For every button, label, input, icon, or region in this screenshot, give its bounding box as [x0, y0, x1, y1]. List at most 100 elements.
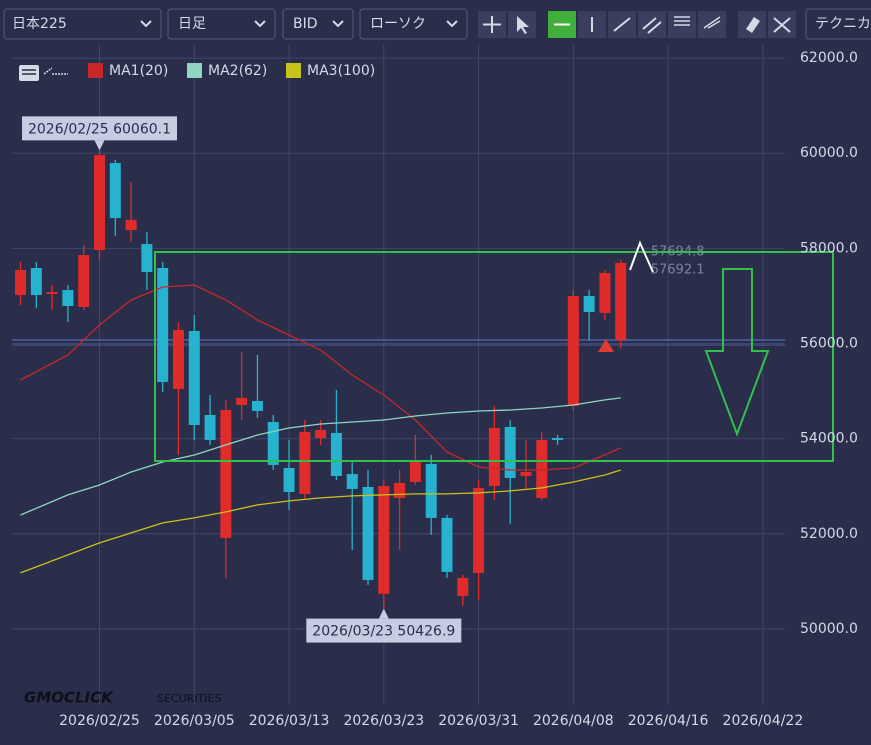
drawn-arrow — [704, 268, 770, 437]
select-text[interactable]: BID — [293, 16, 318, 32]
candle-body — [615, 262, 627, 340]
ma-line — [20, 397, 621, 516]
plot: 2026/02/25 60060.1 2026/03/23 50426.9 5769… — [15, 116, 705, 643]
candle-body — [299, 431, 311, 494]
fr-button[interactable] — [668, 11, 696, 38]
candle-body — [330, 432, 342, 476]
pointer-button[interactable] — [508, 11, 536, 38]
icon — [43, 67, 68, 75]
y-tick-label: 52000.0 — [800, 526, 858, 542]
legend: MA1(20) MA2(62) MA3(100) — [19, 63, 375, 81]
select-text[interactable]: ローソク — [370, 16, 426, 32]
legend-label: MA1(20) — [109, 63, 168, 79]
icon — [773, 17, 791, 33]
candle-body — [30, 267, 42, 296]
hline-button[interactable] — [548, 11, 576, 38]
select-box[interactable] — [167, 8, 276, 40]
candle-body — [552, 437, 564, 440]
icon — [703, 16, 721, 29]
legend-swatch — [286, 63, 301, 78]
signal-marker — [598, 339, 614, 352]
candle-body — [141, 244, 153, 272]
candle-body — [78, 255, 90, 307]
candle-body — [409, 461, 421, 482]
candle-body — [441, 517, 453, 572]
y-tick-label: 50000.0 — [800, 621, 858, 637]
icon — [517, 16, 529, 34]
candle-body — [599, 272, 611, 313]
chevron — [254, 20, 266, 28]
candle-body — [62, 290, 74, 306]
y-tick-label: 58000.0 — [800, 240, 858, 256]
candle-body — [315, 429, 327, 438]
candle-body — [15, 269, 27, 296]
technical-button[interactable]: テクニカ — [805, 8, 871, 40]
annotation-pointer — [378, 608, 389, 619]
watermark: GMOCLICK SECURITIES — [24, 689, 221, 707]
annotation-box — [306, 618, 462, 643]
select-box[interactable] — [3, 8, 162, 40]
x-tick-label: 2026/04/22 — [723, 713, 804, 729]
button[interactable] — [698, 11, 726, 38]
button[interactable] — [638, 11, 666, 38]
vline-button[interactable] — [578, 11, 606, 38]
candle-body — [536, 439, 548, 498]
select-text[interactable]: 日足 — [178, 16, 206, 32]
annotation-text: 2026/02/25 60060.1 — [28, 121, 171, 137]
chevron — [140, 20, 152, 28]
legend-menu-icon[interactable] — [19, 65, 39, 81]
candle-body — [473, 487, 485, 573]
x-tick-label: 2026/03/23 — [343, 713, 424, 729]
candle-body — [46, 292, 58, 295]
ma-line — [20, 284, 621, 471]
drawn-line — [629, 240, 654, 273]
candle-body — [157, 267, 169, 382]
select-box[interactable] — [282, 8, 354, 40]
candle-body — [346, 473, 358, 489]
candle-body — [251, 400, 263, 411]
legend-label: MA3(100) — [307, 63, 375, 79]
candle-body — [488, 427, 500, 486]
candle-body — [204, 414, 216, 440]
erase-all-button[interactable] — [768, 11, 796, 38]
x-tick-label: 2026/03/31 — [438, 713, 519, 729]
price-type-select[interactable]: BID — [282, 8, 354, 40]
annotation-box — [22, 116, 178, 141]
candle-body — [172, 329, 184, 389]
candle-body — [283, 467, 295, 492]
legend-label: MA2(62) — [208, 63, 267, 79]
candle-body — [457, 577, 469, 596]
select-box[interactable] — [359, 8, 468, 40]
candle-body — [425, 463, 437, 518]
x-tick-label: 2026/03/05 — [154, 713, 235, 729]
select-box[interactable] — [805, 8, 871, 40]
select-text[interactable]: 日本225 — [12, 16, 67, 32]
candle-body — [236, 397, 248, 405]
candle-body — [504, 426, 516, 478]
channel-button[interactable] — [638, 11, 666, 38]
style-select[interactable]: ローソク — [359, 8, 468, 40]
period-select[interactable]: 日足 — [167, 8, 276, 40]
symbol-select[interactable]: 日本225 — [3, 8, 162, 40]
y-tick-label: 54000.0 — [800, 431, 858, 447]
candle-body — [267, 421, 279, 465]
annotation-text: 2026/03/23 50426.9 — [312, 624, 455, 640]
candle-body — [520, 471, 532, 476]
candle-body — [378, 485, 390, 594]
ff-button[interactable] — [698, 11, 726, 38]
annotation-pointer — [94, 140, 105, 151]
eraser-button[interactable] — [738, 11, 766, 38]
icon — [746, 17, 760, 33]
trendline-button[interactable] — [608, 11, 636, 38]
crosshair-button[interactable] — [478, 11, 506, 38]
icon — [642, 17, 662, 34]
select-text[interactable]: テクニカ — [815, 16, 871, 32]
ma-line — [20, 469, 621, 574]
y-tick-label: 62000.0 — [800, 50, 858, 66]
chevron — [446, 20, 458, 28]
legend-swatch — [88, 63, 103, 78]
candle-body — [567, 296, 579, 406]
chevron — [332, 20, 344, 28]
y-tick-label: 56000.0 — [800, 335, 858, 351]
